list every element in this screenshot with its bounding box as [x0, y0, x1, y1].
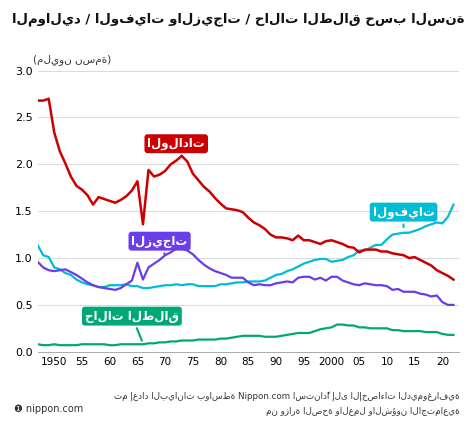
Text: المواليد / الوفيات والزيجات / حالات الطلاق حسب السنة: المواليد / الوفيات والزيجات / حالات الطل… — [12, 13, 465, 26]
Text: حالات الطلاق: حالات الطلاق — [85, 310, 179, 341]
Text: تم إعداد البيانات بواسطة Nippon.com استنادًا إلى الإحصاءات الديموغرافية: تم إعداد البيانات بواسطة Nippon.com استن… — [114, 391, 460, 401]
Text: من وزارة الصحة والعمل والشؤون الاجتماعية: من وزارة الصحة والعمل والشؤون الاجتماعية — [266, 407, 460, 416]
Text: ❶ nippon.com: ❶ nippon.com — [14, 404, 83, 414]
Text: الولادات: الولادات — [147, 137, 205, 156]
Text: (مليون نسمة): (مليون نسمة) — [33, 54, 112, 65]
Text: الزيجات: الزيجات — [131, 234, 188, 255]
Text: الوفيات: الوفيات — [373, 206, 435, 227]
